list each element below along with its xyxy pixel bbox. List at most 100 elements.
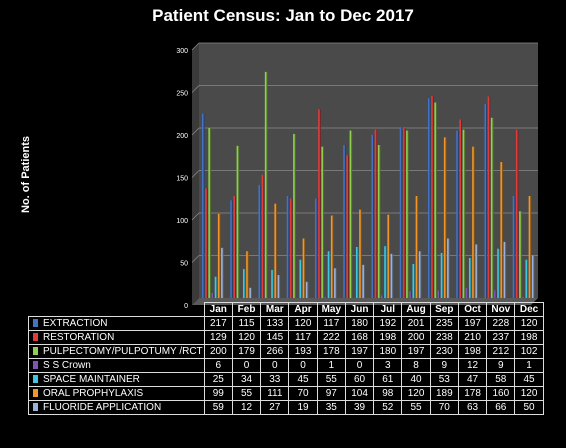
bar-shadow xyxy=(278,275,281,298)
data-label: 52 xyxy=(373,400,403,415)
table-row: EXTRACTION 217 115 133 120 117 180 192 201 235 197… xyxy=(28,316,544,331)
bar xyxy=(437,290,440,298)
bar-shadow xyxy=(272,269,274,298)
data-label: 55 xyxy=(231,386,262,401)
bar xyxy=(484,104,487,298)
bar-shadow xyxy=(203,113,205,298)
bar-shadow xyxy=(523,297,525,298)
bar-shadow xyxy=(444,137,447,298)
bar xyxy=(384,246,386,298)
x-tick-label: Jul xyxy=(373,302,403,317)
data-label: 238 xyxy=(429,330,459,345)
legend-entry: ORAL PROPHYLAXIS xyxy=(28,386,205,401)
data-label: 217 xyxy=(203,316,233,331)
data-label: 47 xyxy=(457,372,488,387)
bar-shadow xyxy=(290,198,293,298)
bar xyxy=(494,290,496,298)
bar xyxy=(258,184,261,298)
bar-shadow xyxy=(247,251,249,298)
bar-shadow xyxy=(350,130,353,298)
x-tick-label: Dec xyxy=(514,302,544,317)
bar-shadow xyxy=(237,145,240,298)
bar xyxy=(440,252,443,298)
y-tick-label: 150 xyxy=(176,176,188,183)
table-row: SPACE MAINTAINER 25 34 33 45 55 60 61 40 53 47 58 45 xyxy=(28,372,544,387)
legend-swatch xyxy=(33,347,38,355)
data-label: 1 xyxy=(316,358,346,373)
bar-shadow xyxy=(218,213,221,298)
bar xyxy=(208,128,210,298)
data-label: 168 xyxy=(344,330,375,345)
bar-shadow xyxy=(469,258,472,298)
y-tick-label: 200 xyxy=(176,133,188,140)
bar-shadow xyxy=(435,102,437,298)
bar xyxy=(321,146,323,298)
bar-shadow xyxy=(262,174,265,298)
data-label: 70 xyxy=(429,400,459,415)
bar-shadow xyxy=(498,248,500,298)
table-row: RESTORATION 129 120 145 117 222 168 198 200 238 21… xyxy=(28,330,544,345)
bar-shadow xyxy=(438,290,441,298)
x-tick-label: Feb xyxy=(231,302,262,317)
bar xyxy=(293,133,295,298)
bar-shadow xyxy=(513,196,516,298)
bar-shadow xyxy=(488,96,491,298)
bar-shadow xyxy=(222,247,224,298)
data-label: 111 xyxy=(260,386,290,401)
data-label: 27 xyxy=(260,400,290,415)
bar xyxy=(447,238,449,298)
bar-shadow xyxy=(429,98,431,298)
bar xyxy=(271,269,273,298)
data-label: 129 xyxy=(203,330,233,345)
data-label: 98 xyxy=(373,386,403,401)
bar xyxy=(246,251,248,298)
bar-shadow xyxy=(265,71,268,299)
bar-shadow xyxy=(319,109,321,298)
data-label: 33 xyxy=(260,372,290,387)
bar xyxy=(465,287,468,298)
x-tick-label: Jun xyxy=(344,302,375,317)
bar-shadow xyxy=(400,127,403,299)
x-tick-label: Mar xyxy=(260,302,290,317)
bar-shadow xyxy=(363,264,365,298)
gridline-depth xyxy=(191,170,200,178)
data-label: 8 xyxy=(401,358,431,373)
bar-shadow xyxy=(335,268,337,298)
bar xyxy=(434,102,436,298)
bar xyxy=(289,198,292,298)
bar-shadow xyxy=(287,196,290,298)
data-label: 178 xyxy=(457,386,488,401)
bar-shadow xyxy=(410,291,412,298)
bar xyxy=(236,145,239,298)
data-label: 63 xyxy=(457,400,488,415)
data-label: 200 xyxy=(203,344,233,359)
bar-shadow xyxy=(234,196,237,298)
bar-shadow xyxy=(360,209,362,298)
bar xyxy=(428,98,430,298)
data-label: 212 xyxy=(486,344,516,359)
table-header-row: Jan Feb Mar Apr May Jun Jul Aug Sep Oct Nov Dec xyxy=(28,302,544,317)
data-label: 66 xyxy=(486,400,516,415)
bar xyxy=(500,162,502,298)
data-label: 59 xyxy=(203,400,233,415)
y-tick-label: 250 xyxy=(176,91,188,98)
table-corner xyxy=(28,302,205,317)
bar xyxy=(302,238,305,298)
bar xyxy=(205,188,207,298)
legend-entry: S S Crown xyxy=(28,358,205,373)
bar xyxy=(497,248,499,298)
bar-shadow xyxy=(209,128,211,298)
x-tick-label: May xyxy=(316,302,346,317)
data-label: 6 xyxy=(203,358,233,373)
bar xyxy=(299,259,302,298)
bar-shadow xyxy=(491,117,494,298)
bar-shadow xyxy=(526,259,529,298)
data-label: 0 xyxy=(231,358,262,373)
table-row: FLUORIDE APPLICATION 59 12 27 19 35 39 52 55 70 63… xyxy=(28,400,544,415)
bar xyxy=(390,253,393,298)
bar xyxy=(503,241,506,298)
bar-shadow xyxy=(495,290,497,298)
bar xyxy=(346,155,349,298)
y-tick-label: 50 xyxy=(180,261,188,268)
